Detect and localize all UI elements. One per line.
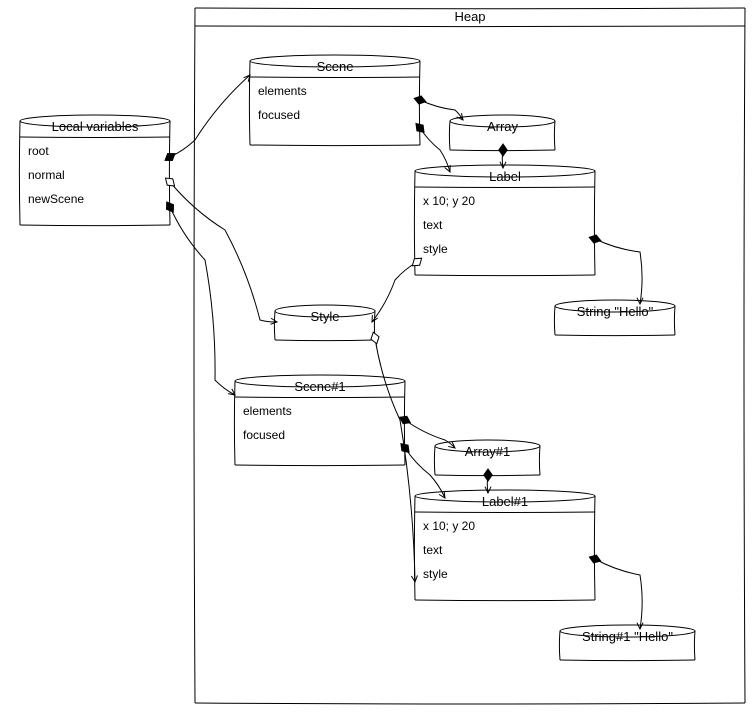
edge-5 [499,144,507,168]
heap-title: Heap [454,9,485,24]
object-title: Label [489,169,521,184]
object-title: String "Hello" [577,304,654,319]
object-title: Local variables [52,119,139,134]
object-field: x 10; y 20 [423,519,475,533]
object-title: Style [311,309,340,324]
object-field: x 10; y 20 [423,194,475,208]
object-field: focused [258,108,300,122]
object-stringHello: String "Hello" [554,300,675,336]
edge-4 [416,124,450,172]
object-scene1: Scene#1elements focused [234,375,405,466]
edge-8 [371,332,417,582]
edge-12 [589,555,643,629]
object-field: text [423,218,443,232]
object-locals: Local variablesroot normal newScene [19,115,170,226]
edge-9 [400,416,455,448]
edge-6 [589,235,643,304]
edge-1 [165,178,277,324]
object-scene: Scene elements focused [249,55,420,146]
object-label1: Label#1 x 10; y 20 text style [414,490,595,601]
object-title: String#1 "Hello" [582,629,673,644]
object-field: focused [243,428,285,442]
object-field: elements [243,404,292,418]
object-title: Array#1 [465,444,511,459]
edge-7 [372,258,422,322]
object-field: elements [258,84,307,98]
object-string1Hello: String#1 "Hello" [559,625,695,661]
object-field: text [423,543,443,557]
object-label: Label x 10; y 20 text style [414,165,595,276]
object-title: Scene [317,59,354,74]
object-field: style [423,567,448,581]
object-title: Label#1 [482,494,528,509]
object-style: Style [274,305,375,341]
edge-0 [165,75,250,160]
object-title: Array [487,119,519,134]
object-field: root [28,144,49,158]
edge-3 [414,96,463,120]
object-field: normal [28,168,65,182]
edge-11 [484,469,492,493]
edge-2 [166,202,235,395]
object-field: style [423,242,448,256]
object-field: newScene [28,192,84,206]
object-title: Scene#1 [294,379,345,394]
